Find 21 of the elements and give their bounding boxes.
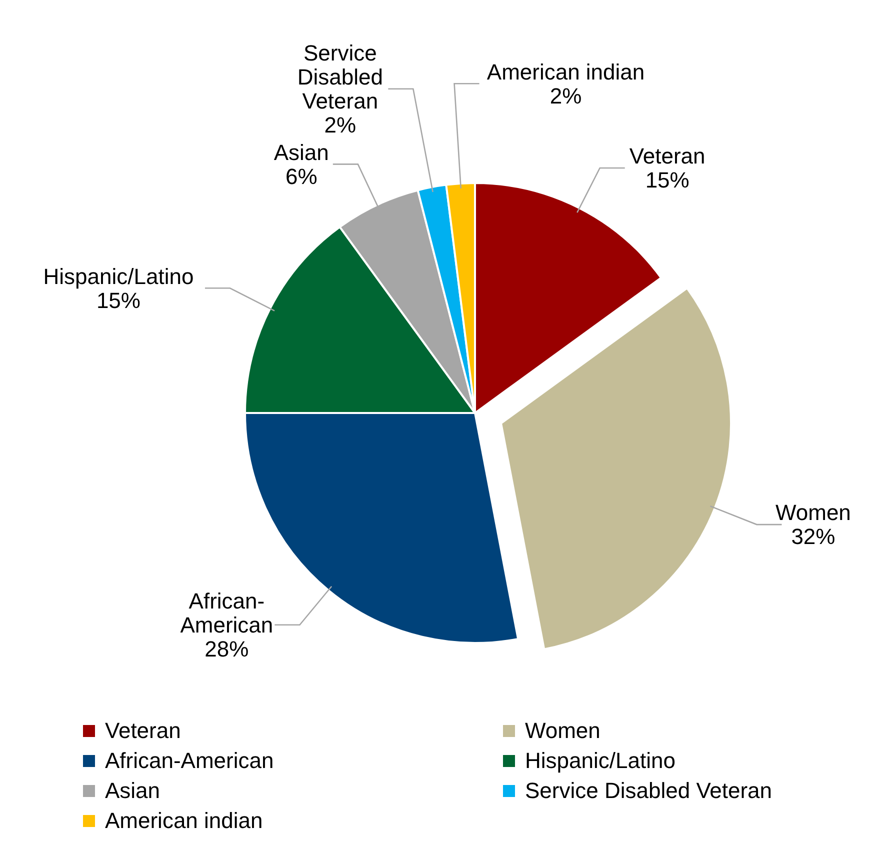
legend-label: Asian: [105, 778, 160, 804]
data-label: 2%: [324, 112, 356, 138]
legend-label: Veteran: [105, 718, 181, 744]
data-label: 32%: [791, 524, 836, 550]
legend-label: Service Disabled Veteran: [525, 778, 772, 804]
legend-label: Women: [525, 718, 600, 744]
slice-label: Veteran: [629, 144, 706, 169]
legend-label: American indian: [105, 808, 263, 834]
legend-label: African-American: [105, 748, 274, 774]
slice-label: American indian: [486, 59, 645, 84]
data-label: 15%: [645, 168, 690, 193]
slice-label: Service Disabled Veteran: [297, 40, 383, 114]
data-label: 15%: [96, 288, 140, 313]
slice-label: Asian: [274, 140, 329, 165]
data-label: 28%: [204, 636, 249, 662]
legend-label: Hispanic/Latino: [525, 748, 676, 774]
slice-label: African-American: [180, 588, 274, 638]
slice-label: Hispanic/Latino: [43, 264, 194, 289]
data-label: 2%: [550, 83, 582, 108]
data-label: 6%: [286, 164, 318, 189]
slice-label: Women: [776, 500, 851, 526]
